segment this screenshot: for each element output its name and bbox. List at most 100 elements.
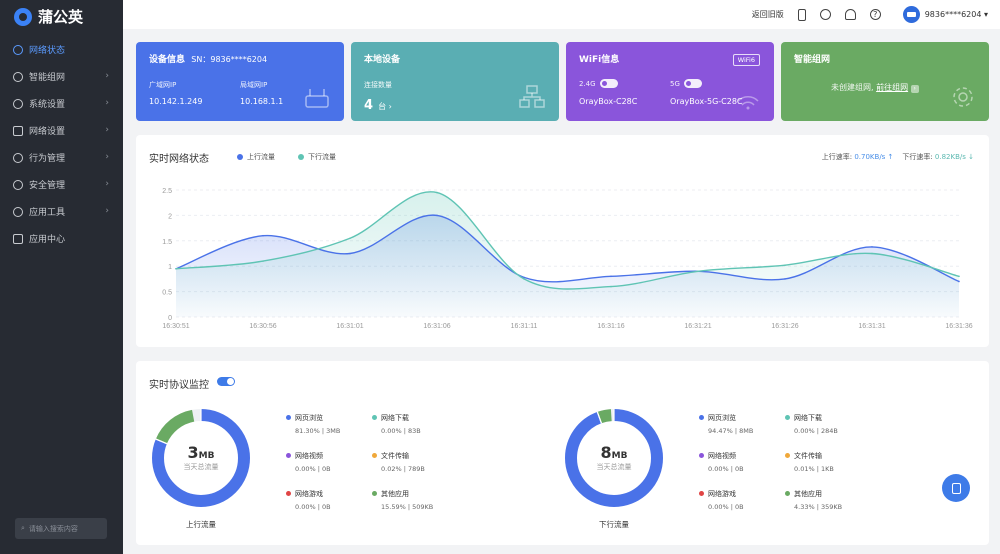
sidebar-item-system-settings[interactable]: 系统设置 ›	[0, 90, 123, 117]
globe-icon	[13, 44, 23, 55]
stat-name: 网络下载	[381, 414, 409, 422]
wifi-info-card: WiFi信息 WiFi6 2.4G 5G OrayBox-C28C OrayBo…	[566, 42, 774, 121]
upload-donut-chart	[152, 409, 250, 507]
stat-value: 0.00% | 83B	[381, 427, 421, 435]
y-tick-label: 0	[168, 315, 172, 322]
data-point	[523, 278, 525, 280]
data-point	[697, 270, 699, 273]
stat-name: 其他应用	[794, 490, 822, 498]
legend-upload[interactable]: 上行流量	[237, 152, 275, 162]
data-point	[262, 260, 264, 262]
local-device-title: 本地设备	[364, 55, 401, 65]
data-point	[784, 278, 786, 280]
download-total: 8MB	[600, 443, 628, 462]
protocol-stat: 文件传输 0.02% | 789B	[372, 451, 425, 473]
sidebar-item-label: 系统设置	[29, 100, 66, 110]
y-tick-label: 1	[168, 264, 172, 271]
account-id: 9836****6204 ▾	[924, 10, 988, 19]
sidebar-item-app-center[interactable]: 应用中心	[0, 225, 123, 252]
series-line	[175, 191, 960, 290]
legend-dot	[237, 154, 243, 160]
protocol-stat: 其他应用 15.59% | 509KB	[372, 489, 433, 511]
tools-icon	[13, 206, 23, 217]
behavior-icon	[13, 152, 23, 163]
stat-name: 网络视频	[295, 452, 323, 460]
lan-ip-label: 局域网IP	[240, 81, 268, 89]
notifications-button[interactable]	[844, 9, 856, 20]
sidebar-item-app-tools[interactable]: 应用工具 ›	[0, 198, 123, 225]
sidebar-item-network-status[interactable]: 网络状态	[0, 36, 123, 63]
band-5g-toggle[interactable]	[683, 79, 702, 88]
connection-count: 4 台 ›	[364, 98, 392, 113]
upload-rate: 0.70KB/s ↑	[854, 153, 894, 161]
stat-name: 文件传输	[381, 452, 409, 460]
stat-value: 0.00% | 284B	[794, 427, 838, 435]
x-tick-label: 16:31:26	[771, 323, 798, 330]
sidebar-search-input[interactable]: ⌕ 请输入搜索内容	[15, 518, 107, 539]
connection-count-label: 连接数量	[364, 81, 392, 89]
legend-download[interactable]: 下行流量	[298, 152, 336, 162]
stat-value: 0.00% | 0B	[708, 465, 744, 473]
sidebar-item-security[interactable]: 安全管理 ›	[0, 171, 123, 198]
stat-name: 网络下载	[794, 414, 822, 422]
stat-dot	[699, 453, 704, 458]
settings-gear-icon	[953, 87, 973, 107]
data-point	[349, 252, 351, 255]
wan-ip-label: 广域网IP	[149, 81, 177, 89]
stat-dot	[372, 415, 377, 420]
sliders-icon	[13, 125, 23, 136]
data-point	[958, 275, 960, 278]
protocol-stat: 网络游戏 0.00% | 0B	[699, 489, 744, 511]
sidebar-item-smart-network[interactable]: 智能组网 ›	[0, 63, 123, 90]
bell-icon	[844, 9, 856, 20]
protocol-stat: 网页浏览 81.30% | 3MB	[286, 413, 340, 435]
protocol-stat: 网络下载 0.00% | 284B	[785, 413, 838, 435]
chevron-right-icon: ›	[105, 125, 109, 135]
document-icon	[951, 482, 961, 494]
network-traffic-chart: 0 0.5 1 1.5 2 2.5 16:30:51 16:30:56 16:31:01 16:3…	[162, 188, 972, 330]
y-tick-label: 2.5	[162, 188, 172, 195]
smart-network-card: 智能组网 未创建组网, 前往组网 ›	[781, 42, 989, 121]
sidebar-item-label: 智能组网	[29, 73, 66, 83]
support-button[interactable]	[819, 9, 831, 20]
ssid-5g: OrayBox-5G-C28C	[670, 97, 743, 106]
account-menu[interactable]: 9836****6204 ▾	[902, 6, 988, 23]
download-rate: 0.82KB/s ↓	[934, 153, 974, 161]
series-line	[175, 214, 960, 283]
create-network-link[interactable]: 前往组网	[876, 83, 909, 92]
topology-icon	[519, 85, 545, 108]
search-icon: ⌕	[21, 524, 25, 532]
local-device-card[interactable]: 本地设备 连接数量 4 台 ›	[351, 42, 559, 121]
protocol-stat: 网页浏览 94.47% | 8MB	[699, 413, 753, 435]
protocol-stat: 其他应用 4.33% | 359KB	[785, 489, 842, 511]
stat-dot	[286, 415, 291, 420]
realtime-network-panel: 实时网络状态 上行流量 下行流量 上行速率: 0.70KB/s ↑ 下行速率: …	[136, 135, 989, 347]
chevron-right-icon: ›	[105, 71, 109, 81]
x-tick-label: 16:31:06	[423, 323, 450, 330]
band-2g-toggle[interactable]	[599, 79, 618, 88]
stat-value: 0.02% | 789B	[381, 465, 425, 473]
sidebar-item-label: 网络设置	[29, 127, 66, 137]
mobile-button[interactable]	[797, 8, 806, 21]
device-avatar-icon	[902, 6, 920, 23]
stat-dot	[286, 491, 291, 496]
arrow-right-icon[interactable]: ›	[910, 85, 919, 93]
chevron-right-icon: ›	[105, 98, 109, 108]
floating-report-button[interactable]	[942, 474, 970, 502]
upload-donut: 3MB 当天总流量	[151, 408, 251, 508]
help-button[interactable]: ?	[869, 9, 881, 20]
protocol-monitor-toggle[interactable]	[217, 377, 235, 386]
series-area	[176, 191, 959, 317]
stat-name: 网络游戏	[708, 490, 736, 498]
sidebar-item-behavior-management[interactable]: 行为管理 ›	[0, 144, 123, 171]
x-tick-label: 16:30:51	[162, 323, 189, 330]
phone-icon	[797, 8, 806, 21]
app-logo[interactable]: 蒲公英	[14, 6, 83, 27]
x-tick-label: 16:31:01	[336, 323, 363, 330]
stat-value: 0.00% | 0B	[708, 503, 744, 511]
y-tick-label: 0.5	[162, 290, 172, 297]
x-tick-label: 16:30:56	[249, 323, 276, 330]
sidebar-item-network-settings[interactable]: 网络设置 ›	[0, 117, 123, 144]
old-version-link[interactable]: 返回旧版	[751, 10, 784, 19]
stat-dot	[785, 491, 790, 496]
